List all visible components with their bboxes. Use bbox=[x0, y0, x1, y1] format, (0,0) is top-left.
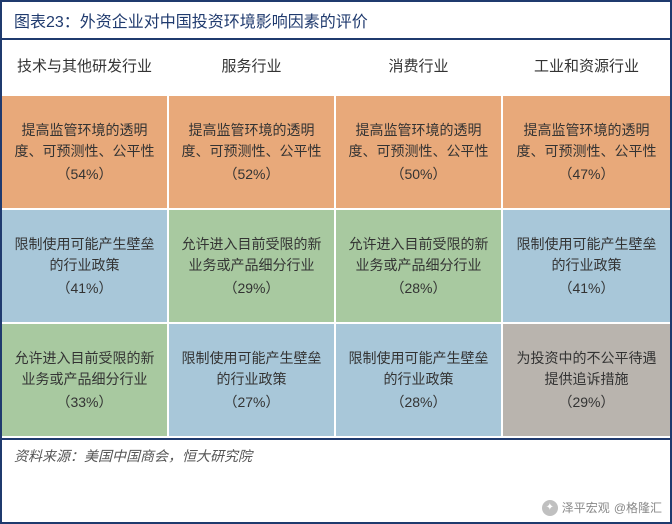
column-header: 技术与其他研发行业 bbox=[2, 40, 169, 96]
grid-cell: 为投资中的不公平待遇提供追诉措施 （29%） bbox=[503, 324, 670, 438]
cell-text: 为投资中的不公平待遇提供追诉措施 bbox=[511, 348, 662, 390]
cell-text: 提高监管环境的透明度、可预测性、公平性 bbox=[10, 120, 159, 162]
grid-cell: 限制使用可能产生壁垒的行业政策 （41%） bbox=[503, 210, 670, 324]
cell-pct: （27%） bbox=[223, 392, 279, 413]
grid-cell: 允许进入目前受限的新业务或产品细分行业 （28%） bbox=[336, 210, 503, 324]
grid-cell: 允许进入目前受限的新业务或产品细分行业 （29%） bbox=[169, 210, 336, 324]
column-header: 服务行业 bbox=[169, 40, 336, 96]
grid-cell: 允许进入目前受限的新业务或产品细分行业 （33%） bbox=[2, 324, 169, 438]
cell-pct: （41%） bbox=[56, 278, 112, 299]
cell-pct: （41%） bbox=[558, 278, 614, 299]
cell-text: 允许进入目前受限的新业务或产品细分行业 bbox=[10, 348, 159, 390]
grid-cell: 提高监管环境的透明度、可预测性、公平性 （50%） bbox=[336, 96, 503, 210]
watermark-left: 泽平宏观 bbox=[562, 499, 610, 516]
watermark: ✦ 泽平宏观 @格隆汇 bbox=[542, 499, 662, 516]
cell-text: 限制使用可能产生壁垒的行业政策 bbox=[177, 348, 326, 390]
grid-cell: 提高监管环境的透明度、可预测性、公平性 （52%） bbox=[169, 96, 336, 210]
grid-cell: 提高监管环境的透明度、可预测性、公平性 （54%） bbox=[2, 96, 169, 210]
column-header: 工业和资源行业 bbox=[503, 40, 670, 96]
cell-pct: （54%） bbox=[56, 164, 112, 185]
grid-cell: 限制使用可能产生壁垒的行业政策 （27%） bbox=[169, 324, 336, 438]
cell-pct: （29%） bbox=[223, 278, 279, 299]
cell-pct: （47%） bbox=[558, 164, 614, 185]
column-header: 消费行业 bbox=[336, 40, 503, 96]
cell-pct: （28%） bbox=[390, 392, 446, 413]
watermark-right: @格隆汇 bbox=[614, 499, 662, 516]
cell-text: 提高监管环境的透明度、可预测性、公平性 bbox=[344, 120, 493, 162]
source-line: 资料来源：美国中国商会，恒大研究院 bbox=[2, 438, 670, 472]
cell-text: 限制使用可能产生壁垒的行业政策 bbox=[10, 234, 159, 276]
cell-pct: （52%） bbox=[223, 164, 279, 185]
cell-text: 允许进入目前受限的新业务或产品细分行业 bbox=[177, 234, 326, 276]
grid-cell: 限制使用可能产生壁垒的行业政策 （28%） bbox=[336, 324, 503, 438]
cell-pct: （28%） bbox=[390, 278, 446, 299]
chart-container: 图表23：外资企业对中国投资环境影响因素的评价 技术与其他研发行业 服务行业 消… bbox=[0, 0, 672, 524]
grid-cell: 提高监管环境的透明度、可预测性、公平性 （47%） bbox=[503, 96, 670, 210]
cell-pct: （33%） bbox=[56, 392, 112, 413]
wechat-icon: ✦ bbox=[542, 500, 558, 516]
chart-title: 图表23：外资企业对中国投资环境影响因素的评价 bbox=[2, 2, 670, 40]
cell-pct: （50%） bbox=[390, 164, 446, 185]
cell-text: 提高监管环境的透明度、可预测性、公平性 bbox=[511, 120, 662, 162]
cell-text: 允许进入目前受限的新业务或产品细分行业 bbox=[344, 234, 493, 276]
cell-text: 提高监管环境的透明度、可预测性、公平性 bbox=[177, 120, 326, 162]
cell-text: 限制使用可能产生壁垒的行业政策 bbox=[511, 234, 662, 276]
grid-cell: 限制使用可能产生壁垒的行业政策 （41%） bbox=[2, 210, 169, 324]
cell-text: 限制使用可能产生壁垒的行业政策 bbox=[344, 348, 493, 390]
cell-pct: （29%） bbox=[558, 392, 614, 413]
chart-grid: 技术与其他研发行业 服务行业 消费行业 工业和资源行业 提高监管环境的透明度、可… bbox=[2, 40, 670, 438]
